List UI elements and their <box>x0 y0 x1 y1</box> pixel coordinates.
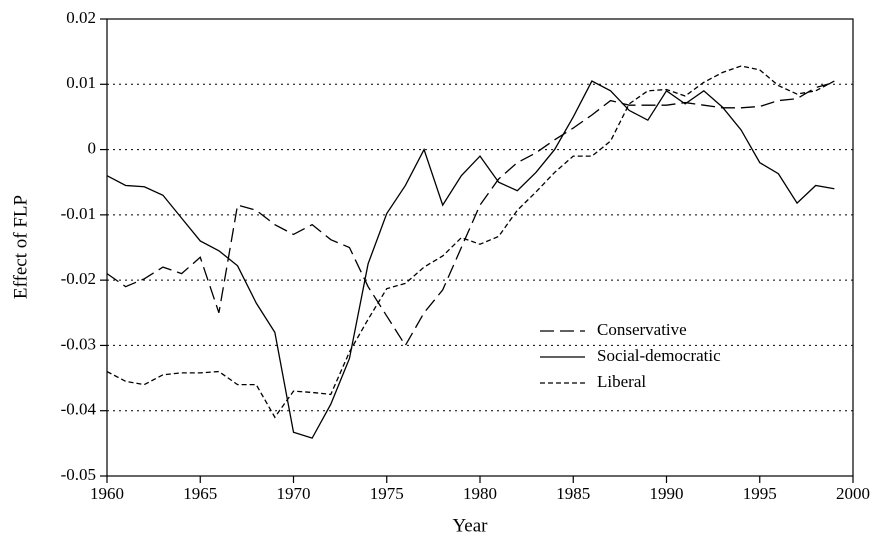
legend-label: Social-democratic <box>597 346 721 365</box>
y-tick-label: -0.02 <box>61 269 96 288</box>
legend-label: Conservative <box>597 320 687 339</box>
x-tick-label: 1995 <box>743 484 777 503</box>
x-tick-label: 1960 <box>90 484 124 503</box>
x-tick-label: 1990 <box>650 484 684 503</box>
x-tick-label: 1970 <box>277 484 311 503</box>
line-series <box>106 81 835 347</box>
legend-label: Liberal <box>597 372 646 391</box>
y-tick-label: -0.05 <box>61 465 96 484</box>
y-tick-label: -0.03 <box>61 334 96 353</box>
x-tick-label: 1965 <box>183 484 217 503</box>
y-tick-label: -0.04 <box>61 400 97 419</box>
line-series <box>106 80 835 439</box>
y-axis-label: Effect of FLP <box>10 195 31 299</box>
x-tick-label: 1980 <box>463 484 497 503</box>
x-tick-label: 1975 <box>370 484 404 503</box>
x-tick-label: 2000 <box>836 484 870 503</box>
line-series <box>106 65 835 419</box>
plot-frame <box>106 18 854 477</box>
x-tick-label: 1985 <box>556 484 590 503</box>
y-tick-label: -0.01 <box>61 204 96 223</box>
y-tick-label: 0 <box>88 138 97 157</box>
x-axis-label: Year <box>452 515 488 536</box>
y-tick-label: 0.02 <box>66 8 96 27</box>
y-tick-label: 0.01 <box>66 73 96 92</box>
